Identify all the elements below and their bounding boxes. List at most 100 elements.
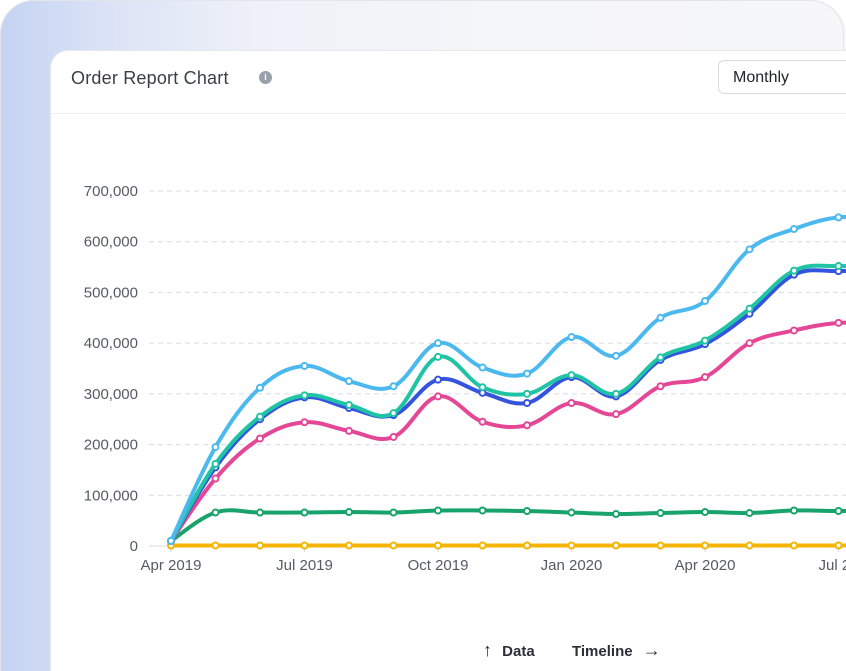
data-point	[567, 398, 576, 407]
data-point	[389, 508, 398, 517]
arrow-up-icon: ↑	[483, 640, 492, 660]
data-point	[790, 266, 798, 275]
data-point	[834, 507, 843, 516]
data-point	[523, 389, 531, 398]
data-point	[211, 474, 220, 483]
data-point	[656, 509, 665, 518]
data-point	[434, 506, 442, 515]
y-tick-label: 500,000	[84, 284, 138, 301]
series-line	[169, 214, 846, 543]
data-point	[389, 409, 398, 418]
y-tick-label: 600,000	[84, 234, 138, 251]
card-header: Order Report Chart i Monthly	[51, 51, 846, 114]
data-point	[345, 426, 353, 435]
data-point	[256, 412, 264, 421]
data-point	[256, 541, 264, 550]
x-tick-label: Jan 2020	[541, 557, 603, 574]
data-point	[478, 417, 487, 426]
chart-card: Order Report Chart i Monthly	[50, 50, 846, 671]
data-point	[523, 398, 531, 407]
data-sort-button[interactable]: ↑ Data	[483, 640, 535, 661]
series-line	[169, 508, 846, 543]
y-tick-label: 200,000	[84, 437, 138, 454]
data-point	[656, 353, 665, 362]
x-tick-label: Apr 2019	[141, 557, 202, 574]
data-point	[745, 304, 754, 313]
data-point	[256, 434, 264, 443]
data-point	[701, 297, 709, 306]
data-point	[790, 541, 798, 550]
data-point	[256, 383, 264, 392]
data-point	[211, 459, 220, 468]
info-icon[interactable]: i	[259, 71, 272, 84]
data-point	[434, 352, 442, 361]
data-point	[300, 391, 309, 400]
data-point	[834, 541, 843, 550]
data-point	[434, 375, 442, 384]
data-point	[345, 508, 353, 517]
data-point	[434, 541, 442, 550]
data-point	[790, 506, 798, 515]
data-point	[612, 351, 620, 360]
data-point	[745, 339, 754, 348]
data-point	[478, 541, 487, 550]
data-point	[300, 418, 309, 427]
y-tick-label: 100,000	[84, 487, 138, 504]
x-tick-label: Jul 20	[818, 557, 846, 574]
chart-title: Order Report Chart	[71, 68, 229, 88]
x-tick-label: Oct 2019	[408, 557, 469, 574]
y-tick-label: 300,000	[84, 386, 138, 403]
y-tick-label: 400,000	[84, 335, 138, 352]
data-point	[567, 371, 576, 380]
data-point	[656, 541, 665, 550]
data-point	[523, 507, 531, 516]
data-point	[523, 541, 531, 550]
data-point	[300, 361, 309, 370]
data-point	[834, 213, 843, 222]
data-point	[211, 508, 220, 517]
data-point	[345, 541, 353, 550]
x-tick-label: Jul 2019	[276, 557, 333, 574]
data-point	[790, 326, 798, 335]
data-point	[790, 225, 798, 234]
data-point	[745, 541, 754, 550]
data-point	[567, 541, 576, 550]
data-point	[701, 373, 709, 382]
data-point	[567, 333, 576, 342]
data-point	[256, 508, 264, 517]
data-point	[745, 245, 754, 254]
data-label: Data	[502, 643, 535, 660]
data-point	[434, 392, 442, 401]
data-point	[701, 541, 709, 550]
data-point	[523, 421, 531, 430]
data-point	[345, 401, 353, 410]
data-point	[167, 536, 175, 545]
arrow-right-icon: →	[642, 640, 661, 660]
data-point	[834, 318, 843, 327]
data-point	[656, 313, 665, 322]
timeline-label: Timeline	[572, 643, 633, 660]
data-point	[612, 541, 620, 550]
data-point	[612, 410, 620, 419]
data-point	[523, 369, 531, 378]
y-tick-label: 0	[130, 538, 138, 555]
series-line	[169, 320, 846, 543]
data-point	[211, 541, 220, 550]
data-point	[612, 510, 620, 519]
data-point	[389, 541, 398, 550]
y-tick-label: 700,000	[84, 183, 138, 200]
data-point	[345, 377, 353, 386]
data-point	[656, 382, 665, 391]
data-point	[745, 509, 754, 518]
data-point	[211, 443, 220, 452]
data-point	[389, 382, 398, 391]
timeline-button[interactable]: Timeline →	[572, 640, 661, 661]
data-point	[567, 508, 576, 517]
data-point	[612, 389, 620, 398]
data-point	[300, 508, 309, 517]
data-point	[701, 508, 709, 517]
period-select[interactable]: Monthly	[718, 60, 846, 94]
data-point	[478, 506, 487, 515]
